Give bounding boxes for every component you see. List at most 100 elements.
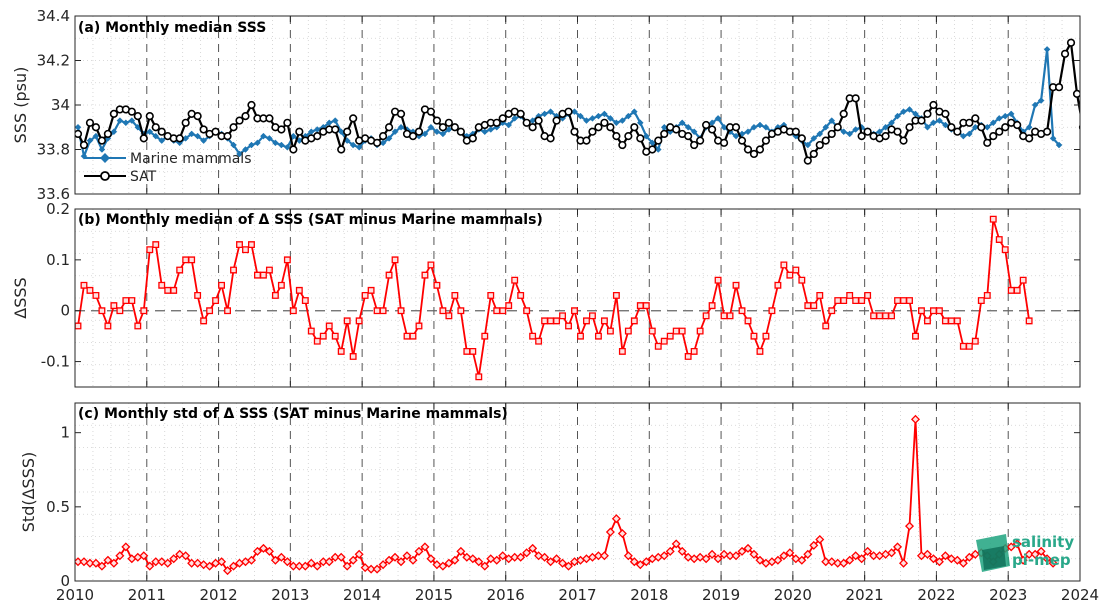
- delta-sss-point: [630, 317, 638, 325]
- delta-sss-point: [511, 276, 519, 284]
- marine-mammals-point: [607, 114, 614, 122]
- std-delta-sss-point: [731, 551, 741, 561]
- delta-sss-point: [499, 307, 507, 315]
- std-delta-sss-point: [540, 552, 550, 562]
- delta-sss-point: [654, 342, 662, 350]
- sat-point: [696, 136, 705, 145]
- std-delta-sss-point: [330, 552, 340, 562]
- marine-mammals-point: [75, 123, 82, 131]
- marine-mammals-point: [654, 146, 662, 153]
- sat-point: [432, 116, 442, 125]
- delta-sss-point: [92, 292, 100, 299]
- sat-point: [295, 127, 304, 136]
- delta-sss-point: [660, 337, 668, 345]
- std-delta-sss-point: [498, 551, 508, 561]
- delta-sss-point: [206, 307, 214, 315]
- marine-mammals-point: [840, 128, 848, 136]
- std-delta-sss-point: [450, 555, 460, 565]
- std-delta-sss-point: [486, 554, 496, 564]
- std-delta-sss-point: [139, 551, 149, 561]
- delta-sss-point: [122, 297, 130, 304]
- marine-mammals-point: [337, 128, 345, 136]
- marine-mammals-point: [158, 137, 166, 144]
- delta-sss-point: [882, 312, 890, 320]
- delta-sss-point: [505, 302, 513, 310]
- sat-point: [588, 127, 597, 136]
- marine-mammals-point: [804, 141, 812, 149]
- sat-point: [235, 116, 244, 125]
- sat-point: [863, 127, 872, 136]
- marine-mammals-point: [894, 112, 901, 120]
- std-delta-sss-point: [958, 558, 968, 568]
- marine-mammals-point: [589, 114, 596, 122]
- x-tick-label: 2023: [989, 586, 1027, 604]
- std-delta-sss-point: [223, 566, 233, 576]
- std-delta-sss-point: [641, 557, 651, 567]
- delta-sss-point: [648, 327, 656, 335]
- sat-point: [337, 145, 346, 154]
- delta-sss-point: [110, 302, 118, 310]
- sat-point: [1066, 38, 1076, 47]
- delta-sss-point: [594, 332, 602, 340]
- sat-point: [343, 127, 352, 136]
- sat-point: [175, 134, 184, 143]
- marine-mammals-point: [260, 132, 267, 140]
- sat-point: [630, 123, 639, 132]
- marine-mammals-point: [511, 114, 519, 122]
- std-delta-sss-point: [276, 552, 286, 562]
- delta-sss-point: [361, 292, 369, 299]
- std-delta-sss-point: [779, 551, 789, 561]
- delta-sss-point: [230, 266, 237, 274]
- std-delta-sss-point: [695, 552, 705, 562]
- marine-mammals-point: [1007, 110, 1015, 118]
- marine-mammals-point: [714, 114, 722, 122]
- delta-sss-point: [589, 312, 596, 320]
- marine-mammals-point: [930, 119, 937, 127]
- std-delta-sss-point: [205, 561, 215, 571]
- sat-point: [109, 109, 118, 118]
- sat-point: [654, 136, 663, 145]
- std-delta-sss-point: [342, 561, 352, 571]
- x-tick-label: 2022: [917, 586, 955, 604]
- std-delta-sss-point: [803, 549, 813, 559]
- sat-point: [1013, 120, 1022, 130]
- delta-sss-point: [804, 302, 812, 310]
- delta-sss-point: [792, 266, 800, 274]
- marine-mammals-point: [349, 141, 357, 149]
- marine-mammals-point: [152, 132, 160, 140]
- delta-sss-point: [666, 332, 674, 340]
- std-delta-sss-point: [91, 558, 101, 568]
- std-delta-sss-point: [617, 529, 627, 539]
- sat-point: [857, 132, 866, 141]
- x-tick-label: 2016: [487, 586, 525, 604]
- delta-sss-point: [307, 327, 315, 335]
- delta-sss-point: [104, 322, 112, 330]
- std-delta-sss-point: [468, 554, 478, 564]
- std-delta-sss-point: [821, 557, 831, 567]
- marine-mammals-point: [744, 128, 752, 136]
- std-delta-sss-point: [312, 561, 322, 571]
- delta-sss-point: [924, 317, 931, 325]
- y-tick-label: 34: [51, 96, 70, 114]
- sat-point: [851, 94, 860, 103]
- delta-sss-point: [194, 292, 202, 299]
- sat-point: [444, 118, 453, 127]
- std-delta-sss-point: [420, 542, 430, 552]
- std-delta-sss-point: [187, 558, 197, 568]
- marine-mammals-point: [445, 126, 453, 133]
- delta-sss-point: [116, 307, 124, 315]
- delta-sss-point: [218, 281, 226, 289]
- delta-sss-point: [517, 292, 525, 299]
- marine-mammals-point: [116, 117, 124, 124]
- std-delta-sss-point: [546, 557, 556, 567]
- delta-sss-point: [248, 241, 255, 249]
- sat-point: [731, 123, 741, 132]
- std-delta-sss-point: [408, 555, 418, 565]
- marine-mammals-point: [1043, 46, 1051, 53]
- marine-mammals-point: [355, 143, 363, 151]
- logo-line2: pi-mep: [1012, 551, 1071, 569]
- std-delta-sss-point: [516, 552, 526, 562]
- delta-sss-point: [900, 297, 907, 304]
- delta-sss-point: [834, 297, 842, 304]
- sat-point: [821, 136, 830, 145]
